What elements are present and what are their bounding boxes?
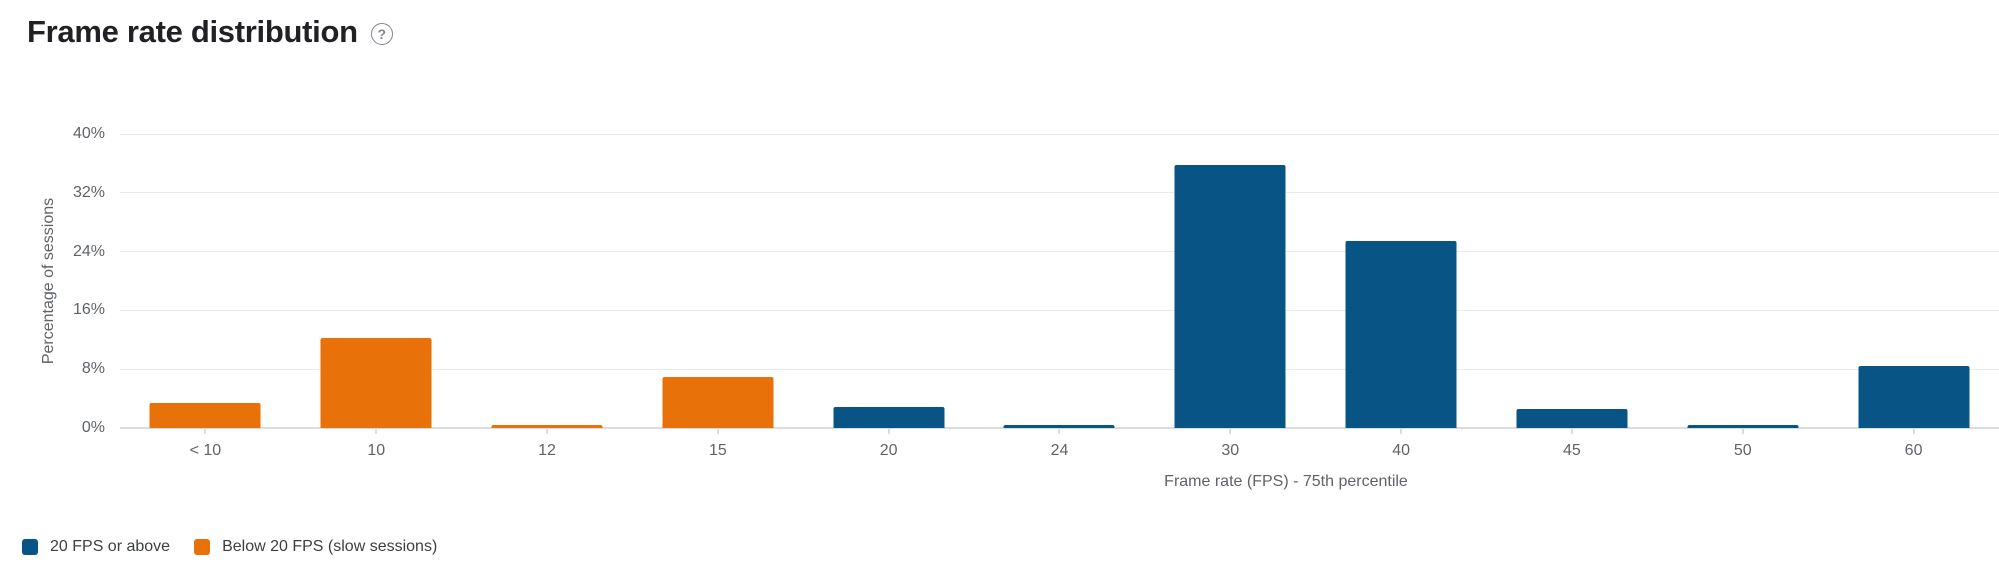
gridline-24 <box>120 251 1999 253</box>
y-tick-label-40: 40% <box>72 125 105 142</box>
legend-swatch-blue <box>22 539 38 555</box>
y-tick-label-8: 8% <box>81 360 105 378</box>
bar-group-12: 12 <box>462 134 633 459</box>
bar-12[interactable] <box>491 425 603 428</box>
x-tick-label-40: 40 <box>1392 442 1411 459</box>
bar-40[interactable] <box>1345 240 1457 428</box>
bar-group-24: 24 <box>974 134 1145 459</box>
gridline-40 <box>120 133 1999 135</box>
x-tick-label-30: 30 <box>1221 442 1240 459</box>
bar-20[interactable] <box>833 406 945 428</box>
x-axis-title: Frame rate (FPS) - 75th percentile <box>1164 473 1408 490</box>
y-axis-title: Percentage of sessions <box>40 197 57 365</box>
x-tick-label-20: 20 <box>879 442 898 459</box>
gridline-16 <box>120 309 1999 311</box>
legend-label: 20 FPS or above <box>50 538 171 555</box>
x-tick-mark-20 <box>887 428 890 434</box>
bar-30[interactable] <box>1174 164 1286 428</box>
bar-60[interactable] <box>1858 366 1970 428</box>
plot-area: 0% 8% 16% 24% 32% 40% < 10 10 12 15 20 24 30 40 45 50 60 <box>73 125 1999 459</box>
gridline-8 <box>120 368 1999 370</box>
x-tick-label-50: 50 <box>1733 442 1752 459</box>
bar-group-60: 60 <box>1828 134 1999 459</box>
bar-10[interactable] <box>149 403 261 428</box>
chart-header: Frame rate distribution ? <box>27 12 393 52</box>
x-tick-mark-50 <box>1741 428 1744 434</box>
chart-legend: 20 FPS or above Below 20 FPS (slow sessi… <box>22 538 437 556</box>
bar-45[interactable] <box>1516 408 1628 428</box>
x-tick-mark-30 <box>1229 428 1232 434</box>
x-tick-mark-60 <box>1912 428 1915 434</box>
x-tick-mark-10 <box>204 428 207 434</box>
page-title: Frame rate distribution <box>27 14 358 49</box>
x-tick-mark-10 <box>375 428 378 434</box>
gridline-32 <box>120 192 1999 194</box>
y-tick-label-24: 24% <box>72 242 105 260</box>
x-tick-label-15: 15 <box>708 442 727 459</box>
legend-item-above-20[interactable]: 20 FPS or above <box>22 538 170 556</box>
x-tick-label-24: 24 <box>1050 442 1069 459</box>
y-tick-label-0: 0% <box>81 419 105 436</box>
x-tick-mark-45 <box>1570 428 1573 434</box>
bar-group-15: 15 <box>632 134 803 459</box>
help-icon[interactable]: ? <box>370 22 393 45</box>
x-tick-label-10: < 10 <box>189 442 222 459</box>
bar-24[interactable] <box>1003 425 1115 428</box>
bar-group-10: 10 <box>291 134 462 459</box>
bar-group-50: 50 <box>1657 134 1828 459</box>
bar-15[interactable] <box>662 376 774 428</box>
x-tick-label-60: 60 <box>1904 442 1923 459</box>
legend-item-below-20[interactable]: Below 20 FPS (slow sessions) <box>194 538 437 556</box>
legend-swatch-orange <box>194 539 211 555</box>
x-tick-mark-40 <box>1400 428 1403 434</box>
bar-group-45: 45 <box>1487 134 1658 459</box>
legend-label: Below 20 FPS (slow sessions) <box>222 538 438 555</box>
y-tick-label-32: 32% <box>72 183 105 201</box>
x-tick-label-10: 10 <box>367 442 386 459</box>
x-tick-mark-12 <box>546 428 549 434</box>
x-tick-mark-24 <box>1058 428 1061 434</box>
bar-group-40: 40 <box>1316 134 1487 459</box>
bar-group-30: 30 <box>1145 134 1316 459</box>
bar-group-20: 20 <box>803 134 974 459</box>
bar-50[interactable] <box>1687 425 1799 428</box>
bar-group-10: < 10 <box>120 134 291 459</box>
bar-10[interactable] <box>320 337 432 428</box>
y-tick-label-16: 16% <box>72 301 105 319</box>
x-tick-label-12: 12 <box>538 442 556 459</box>
x-tick-mark-15 <box>716 428 719 434</box>
x-tick-label-45: 45 <box>1563 442 1581 459</box>
